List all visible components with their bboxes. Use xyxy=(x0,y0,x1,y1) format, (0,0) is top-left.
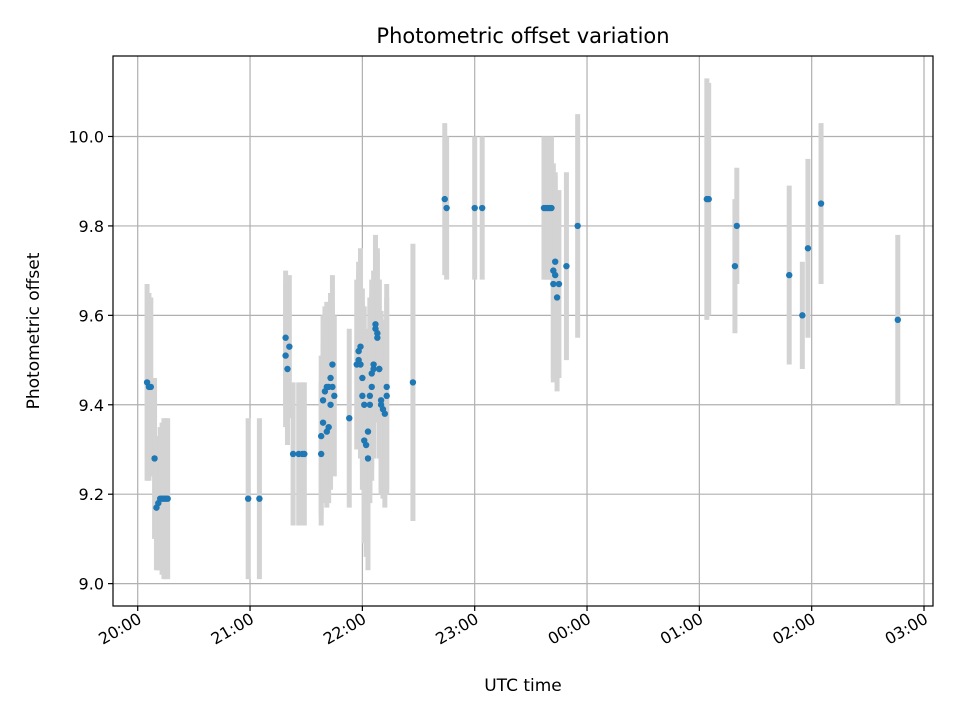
data-point xyxy=(381,410,389,417)
data-point xyxy=(377,397,385,404)
data-point xyxy=(563,262,570,270)
data-point xyxy=(374,334,381,341)
data-point xyxy=(376,365,383,373)
data-point xyxy=(147,383,155,391)
data-point xyxy=(256,495,263,502)
data-point xyxy=(443,204,450,212)
data-point xyxy=(548,204,555,212)
data-point xyxy=(731,262,739,270)
data-point xyxy=(368,383,375,391)
data-point xyxy=(366,392,374,400)
data-point xyxy=(357,361,364,368)
data-point xyxy=(359,392,366,400)
data-point xyxy=(331,392,338,400)
plot-frame xyxy=(112,55,934,607)
data-point xyxy=(383,383,390,391)
y-tick-label: 9.8 xyxy=(79,217,104,236)
data-point xyxy=(894,316,902,324)
data-point xyxy=(553,294,561,301)
data-point xyxy=(383,392,390,400)
data-point xyxy=(733,222,740,230)
data-point xyxy=(244,495,252,502)
data-point xyxy=(327,374,334,382)
data-point xyxy=(325,423,332,431)
data-point xyxy=(284,365,291,373)
data-point xyxy=(151,455,158,462)
data-point xyxy=(282,352,289,359)
data-point xyxy=(705,195,712,203)
data-point xyxy=(550,280,557,288)
data-point xyxy=(552,258,559,265)
data-point xyxy=(329,383,336,391)
data-point xyxy=(289,450,297,458)
data-point xyxy=(409,379,417,386)
y-tick-label: 10.0 xyxy=(68,127,104,146)
data-point xyxy=(346,414,353,422)
data-point xyxy=(286,343,293,350)
data-point xyxy=(370,361,377,368)
data-point xyxy=(164,495,171,502)
chart-title: Photometric offset variation xyxy=(376,24,669,48)
data-point xyxy=(478,204,486,212)
data-point xyxy=(370,365,377,373)
data-point xyxy=(319,397,327,404)
y-axis-label: Photometric offset xyxy=(24,252,44,409)
data-point xyxy=(362,441,370,449)
data-point xyxy=(361,401,368,408)
data-point xyxy=(555,280,563,288)
data-point xyxy=(786,271,793,279)
grid-layer xyxy=(113,56,933,606)
y-tick-label: 9.2 xyxy=(79,485,104,504)
data-point xyxy=(799,312,806,319)
data-point xyxy=(817,200,825,207)
y-tick-label: 9.6 xyxy=(79,306,104,325)
y-axis-ticks: 9.0 9.2 9.4 9.6 9.8 10.0 xyxy=(68,127,113,594)
data-point xyxy=(301,450,308,458)
data-point xyxy=(359,374,366,382)
data-point xyxy=(366,401,374,408)
data-point xyxy=(364,455,372,462)
data-point xyxy=(317,432,325,440)
data-point xyxy=(471,204,478,212)
data-point xyxy=(327,401,334,408)
data-point xyxy=(804,245,812,252)
data-point xyxy=(319,419,327,426)
y-tick-label: 9.4 xyxy=(79,396,104,415)
y-tick-label: 9.0 xyxy=(79,575,104,594)
data-point xyxy=(574,222,581,230)
data-point xyxy=(372,321,379,328)
x-axis-label: UTC time xyxy=(484,676,562,696)
data-point xyxy=(329,361,336,368)
data-point xyxy=(282,334,289,341)
points-layer xyxy=(143,195,902,511)
data-point xyxy=(317,450,325,458)
data-point xyxy=(364,428,372,435)
data-point xyxy=(441,195,448,203)
data-point xyxy=(552,271,559,279)
data-point xyxy=(357,343,364,350)
data-point xyxy=(374,330,381,337)
